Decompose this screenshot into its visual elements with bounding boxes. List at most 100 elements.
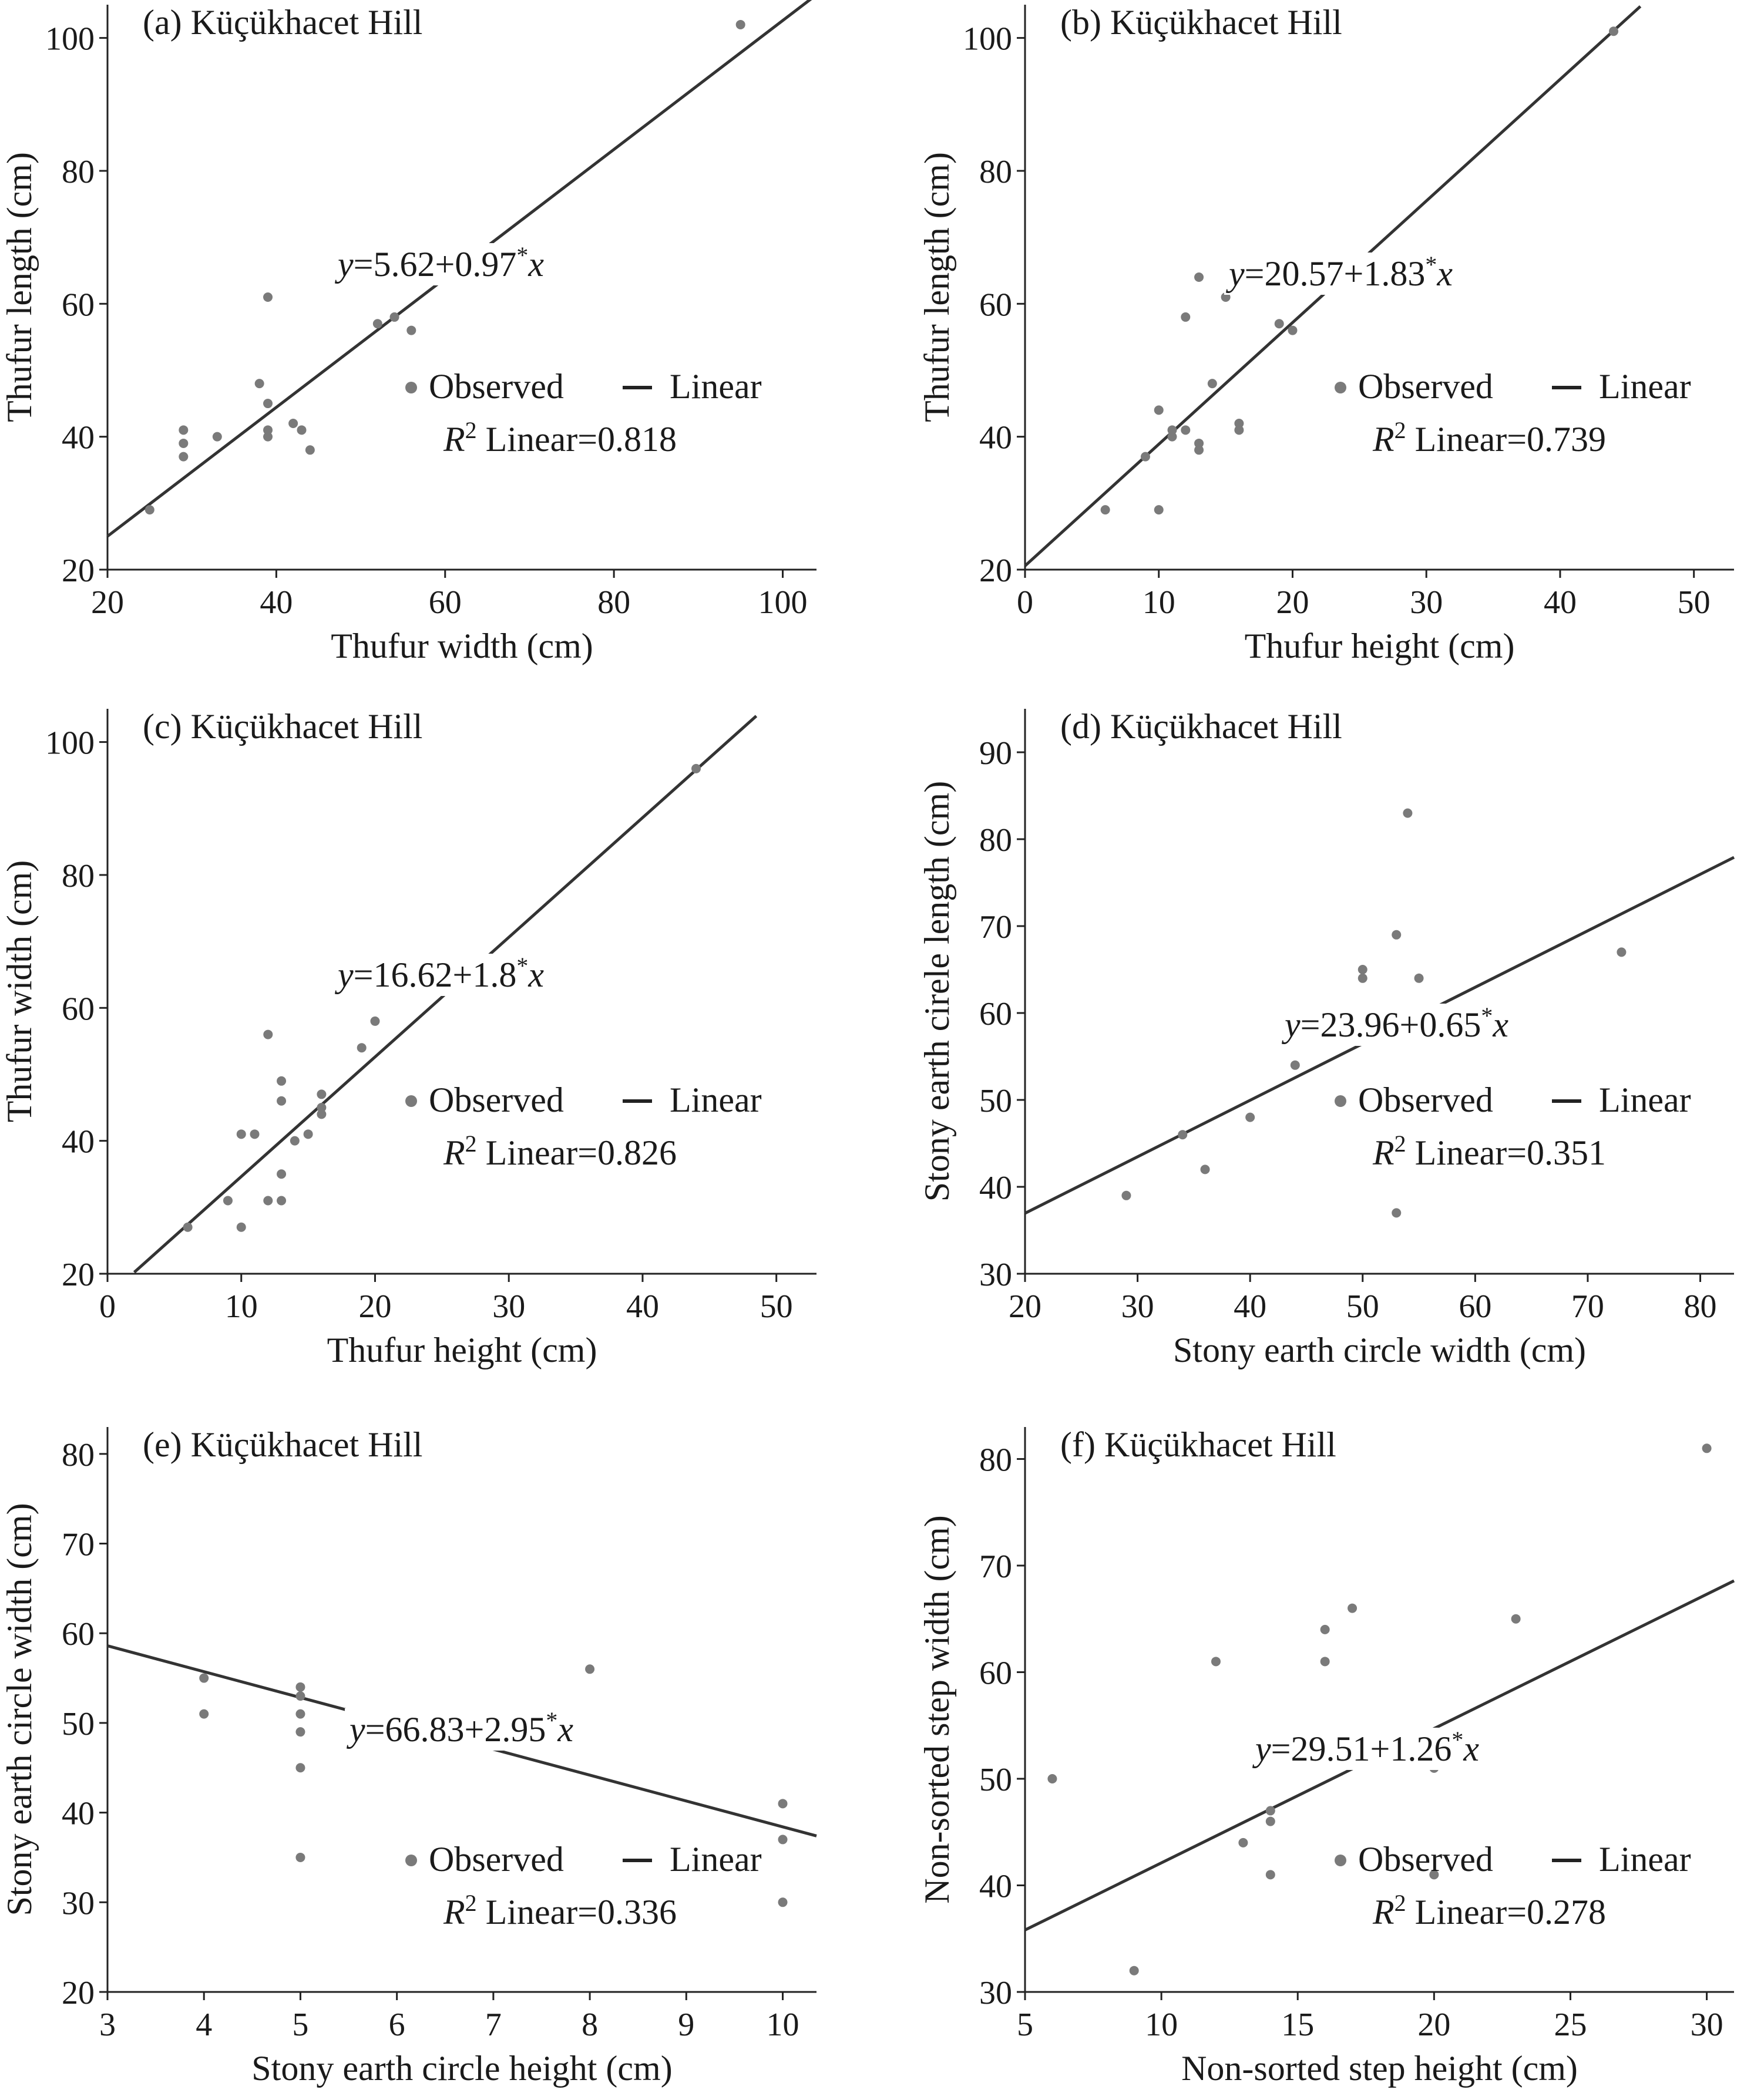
x-tick-label: 60 (429, 584, 462, 621)
x-tick-label: 100 (758, 584, 808, 621)
x-tick-label: 60 (1459, 1288, 1491, 1325)
y-tick-label: 70 (979, 1549, 1012, 1585)
data-point (290, 1136, 300, 1146)
data-point (1194, 445, 1204, 455)
x-tick-label: 80 (1684, 1288, 1717, 1325)
y-tick-label: 100 (45, 725, 95, 762)
y-tick-label: 20 (62, 553, 95, 589)
y-tick-label: 80 (979, 1442, 1012, 1478)
y-tick-label: 80 (979, 822, 1012, 859)
x-tick-label: 0 (99, 1288, 116, 1325)
data-point (305, 445, 315, 455)
data-point (236, 1222, 246, 1232)
legend: Observed Linear R2 Linear=0.818 (405, 367, 762, 459)
data-point (389, 312, 399, 322)
x-tick-label: 8 (582, 2007, 598, 2043)
legend-linear-label: Linear (1599, 367, 1691, 406)
data-point (295, 1691, 305, 1701)
y-tick-label: 50 (62, 1706, 95, 1742)
data-point (1181, 312, 1191, 322)
data-point (1245, 1112, 1255, 1122)
y-tick-label: 40 (62, 1124, 95, 1160)
x-tick-label: 40 (1234, 1288, 1266, 1325)
data-point (778, 1897, 788, 1907)
data-point (1609, 26, 1619, 36)
y-tick-label: 20 (62, 1975, 95, 2011)
data-point (295, 1763, 305, 1773)
data-point (1194, 438, 1204, 448)
x-axis-label: Thufur width (cm) (331, 627, 593, 665)
data-point (1129, 1966, 1139, 1976)
y-axis-label: Stony earth cirele length (cm) (918, 781, 956, 1202)
regression-equation: y=5.62+0.97*x (334, 242, 544, 284)
r-squared-label: R2 Linear=0.278 (1372, 1890, 1606, 1931)
y-tick-label: 40 (979, 1868, 1012, 1904)
x-tick-label: 40 (626, 1288, 659, 1325)
data-point (1154, 405, 1164, 415)
panel-title: (b) Küçükhacet Hill (1060, 3, 1342, 42)
y-tick-label: 80 (62, 858, 95, 894)
data-point (1617, 947, 1627, 957)
y-tick-label: 30 (979, 1975, 1012, 2011)
x-tick-label: 30 (492, 1288, 525, 1325)
data-point (1234, 419, 1244, 429)
x-tick-label: 30 (1410, 584, 1443, 621)
panel-title: (c) Küçükhacet Hill (143, 707, 422, 746)
x-tick-label: 40 (260, 584, 293, 621)
x-tick-label: 80 (597, 584, 630, 621)
data-point (179, 452, 189, 462)
panel-title: (d) Küçükhacet Hill (1060, 707, 1342, 746)
data-point (1207, 379, 1217, 389)
data-point (317, 1089, 327, 1099)
x-tick-label: 30 (1691, 2007, 1723, 2043)
y-tick-label: 30 (62, 1885, 95, 1921)
data-point (1511, 1614, 1521, 1624)
data-point (263, 432, 273, 442)
data-point (1392, 930, 1402, 940)
x-axis-label: Thufur height (cm) (327, 1331, 597, 1369)
x-tick-label: 15 (1281, 2007, 1314, 2043)
panel-e: 3 4 5 6 7 8 9 10 20 30 40 50 60 70 80 Stony earth circl… (0, 1425, 817, 2088)
data-point (277, 1169, 287, 1179)
data-point (1274, 319, 1284, 329)
data-point (295, 1682, 305, 1692)
y-tick-label: 60 (979, 287, 1012, 323)
legend: Observed Linear R2 Linear=0.739 (1335, 367, 1691, 459)
x-tick-label: 5 (1017, 2007, 1033, 2043)
data-point (199, 1709, 209, 1719)
data-point (277, 1096, 287, 1106)
r-squared-label: R2 Linear=0.351 (1372, 1130, 1606, 1172)
legend-observed-marker (1335, 382, 1346, 393)
r-squared-label: R2 Linear=0.826 (443, 1130, 677, 1172)
legend: Observed Linear R2 Linear=0.351 (1335, 1081, 1691, 1172)
regression-equation: y=29.51+1.26*x (1252, 1727, 1479, 1768)
data-point (1178, 1130, 1188, 1140)
data-point (1320, 1657, 1330, 1667)
y-axis-label: Stony earth circle width (cm) (0, 1503, 39, 1916)
data-point (1429, 1870, 1439, 1880)
data-point (1414, 973, 1424, 983)
x-axis-label: Thufur height (cm) (1245, 627, 1515, 665)
data-point (263, 1029, 273, 1039)
x-tick-label: 5 (292, 2007, 308, 2043)
y-tick-label: 50 (979, 1762, 1012, 1798)
x-tick-label: 4 (196, 2007, 212, 2043)
regression-equation: y=23.96+0.65*x (1281, 1002, 1508, 1044)
regression-equation: y=66.83+2.95*x (346, 1707, 573, 1749)
x-axis-label: Stony earth circle width (cm) (1173, 1331, 1586, 1369)
y-tick-label: 80 (979, 154, 1012, 190)
data-point (183, 1222, 193, 1232)
equation-background (1251, 1728, 1497, 1770)
data-point (254, 379, 264, 389)
data-point (372, 319, 382, 329)
data-point (295, 1727, 305, 1737)
y-tick-label: 30 (979, 1257, 1012, 1293)
x-tick-label: 20 (1276, 584, 1309, 621)
data-point (1238, 1838, 1248, 1847)
y-axis-label: Thufur length (cm) (918, 152, 956, 422)
legend-linear-label: Linear (1599, 1081, 1691, 1119)
y-axis-label: Thufur width (cm) (0, 860, 39, 1123)
legend: Observed Linear R2 Linear=0.336 (405, 1840, 762, 1931)
data-point (303, 1129, 313, 1139)
